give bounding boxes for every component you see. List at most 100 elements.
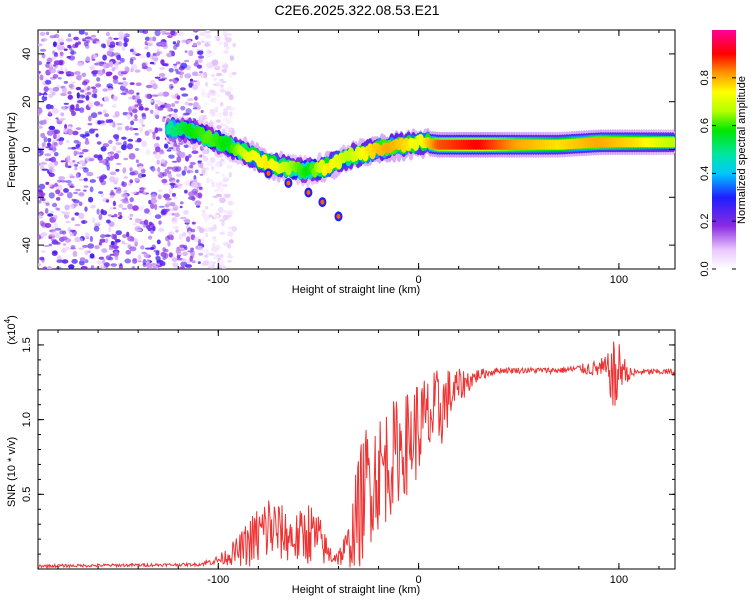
noise-cell [229, 55, 234, 61]
noise-cell [174, 100, 180, 104]
noise-cell [204, 254, 209, 258]
noise-cell [197, 58, 203, 64]
noise-cell [213, 252, 219, 258]
noise-cell [78, 160, 85, 164]
noise-cell [109, 207, 114, 210]
noise-cell [130, 69, 134, 73]
noise-cell [66, 55, 72, 59]
noise-cell [135, 82, 142, 86]
noise-cell [209, 108, 216, 114]
noise-cell [200, 109, 204, 114]
noise-cell [106, 40, 110, 47]
snr-multiplier: (x104) [3, 315, 18, 345]
noise-cell [142, 259, 147, 265]
noise-cell [72, 191, 79, 195]
noise-cell [83, 177, 88, 182]
noise-cell [148, 129, 153, 133]
noise-cell [138, 30, 145, 33]
noise-cell [112, 75, 119, 80]
noise-cell [97, 156, 103, 161]
noise-cell [122, 77, 127, 81]
noise-cell [43, 245, 50, 247]
noise-cell [121, 181, 127, 187]
noise-cell [152, 83, 158, 90]
noise-cell [154, 109, 160, 116]
noise-cell [187, 102, 194, 106]
noise-cell [136, 103, 143, 107]
noise-cell [171, 166, 179, 172]
noise-cell [177, 141, 184, 145]
noise-cell [206, 161, 214, 167]
noise-cell [52, 74, 59, 79]
noise-cell [209, 178, 214, 182]
noise-cell [158, 128, 163, 132]
x-tick-label: 0 [416, 274, 422, 286]
noise-cell [138, 260, 142, 263]
noise-cell [196, 48, 204, 51]
noise-cell [205, 187, 209, 194]
noise-cell [65, 156, 71, 163]
noise-cell [98, 214, 103, 220]
noise-cell [145, 148, 150, 156]
noise-cell [123, 189, 128, 193]
snr-multiplier-suffix: ) [6, 315, 18, 319]
noise-cell [53, 214, 58, 221]
noise-cell [82, 167, 87, 170]
noise-cell [134, 218, 141, 224]
noise-cell [149, 54, 157, 61]
noise-cell [164, 168, 170, 173]
noise-cell [146, 224, 151, 230]
noise-cell [93, 54, 98, 59]
noise-cell [188, 50, 194, 57]
noise-cell [63, 48, 68, 51]
noise-cell [177, 182, 181, 185]
noise-cell [184, 189, 188, 194]
noise-cell [226, 33, 233, 36]
noise-cell [149, 99, 154, 103]
noise-cell [226, 164, 233, 169]
noise-cell [168, 154, 175, 159]
noise-cell [105, 119, 110, 124]
noise-cell [159, 150, 165, 155]
noise-cell [135, 159, 139, 163]
noise-cell [204, 169, 208, 176]
noise-cell [222, 241, 230, 246]
noise-cell [129, 179, 133, 184]
noise-cell [190, 170, 194, 173]
noise-cell [41, 93, 48, 96]
noise-cell [74, 203, 78, 207]
noise-cell [182, 244, 187, 249]
noise-cell [197, 261, 201, 264]
noise-cell [167, 241, 171, 247]
noise-cell [53, 54, 59, 58]
noise-cell [169, 202, 176, 207]
noise-cell [191, 260, 196, 264]
noise-cell [192, 107, 198, 110]
branch-core [306, 190, 311, 195]
noise-cell [59, 41, 64, 46]
noise-cell [192, 42, 197, 47]
noise-cell [42, 119, 47, 125]
noise-cell [169, 182, 176, 186]
noise-cell [144, 36, 151, 41]
noise-cell [123, 32, 130, 37]
noise-cell [200, 88, 206, 93]
noise-cell [116, 123, 123, 126]
noise-cell [66, 74, 72, 77]
noise-cell [89, 38, 95, 41]
noise-cell [47, 142, 51, 147]
noise-cell [61, 259, 69, 264]
noise-cell [38, 108, 43, 114]
noise-cell [172, 217, 177, 222]
noise-cell [63, 102, 69, 105]
noise-cell [213, 189, 219, 193]
noise-cell [84, 206, 88, 212]
noise-cell [146, 262, 153, 269]
noise-cell [113, 153, 120, 160]
noise-cell [69, 50, 77, 55]
noise-cell [66, 140, 70, 143]
noise-cell [228, 117, 234, 120]
noise-cell [219, 197, 226, 204]
noise-cell [193, 236, 200, 243]
noise-cell [63, 243, 67, 246]
